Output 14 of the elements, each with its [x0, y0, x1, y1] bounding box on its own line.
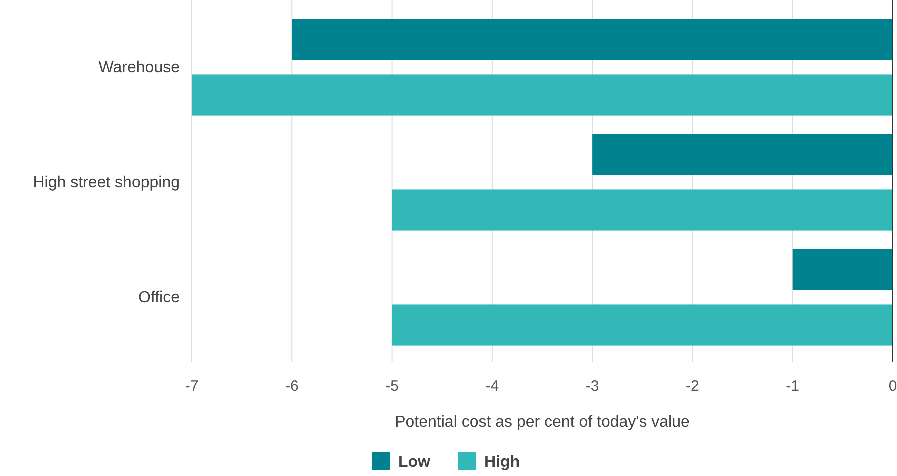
x-tick-label: -1 [786, 378, 800, 395]
x-tick-label: -6 [285, 378, 299, 395]
x-tick-label: -2 [686, 378, 700, 395]
x-tick-label: -4 [486, 378, 500, 395]
legend-label: High [484, 454, 520, 471]
x-tick-label: -7 [185, 378, 199, 395]
y-tick-label: Office [138, 290, 180, 306]
x-tick-label: -3 [586, 378, 600, 395]
legend-label: Low [398, 454, 432, 471]
x-tick-label: -5 [386, 378, 399, 395]
y-tick-label: Warehouse [98, 60, 180, 76]
x-tick-label: 0 [888, 378, 897, 395]
y-tick-label: High street shopping [33, 174, 180, 192]
x-axis-title: Potential cost as per cent of today's value [395, 414, 690, 431]
